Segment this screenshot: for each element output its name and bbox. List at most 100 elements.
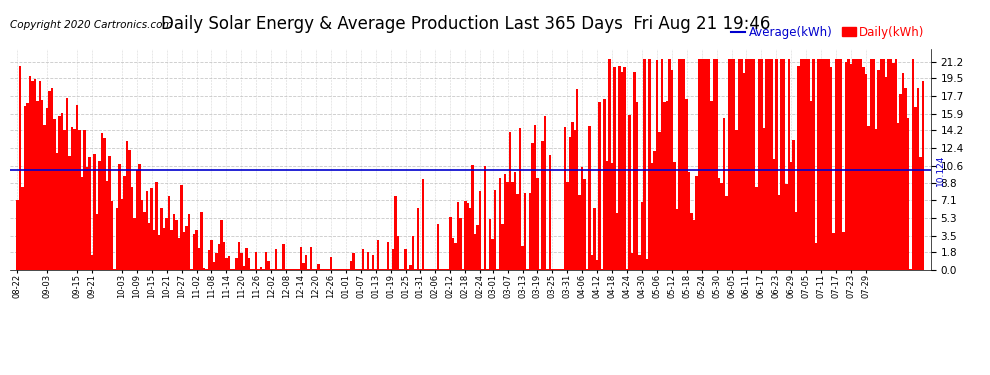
Text: Copyright 2020 Cartronics.com: Copyright 2020 Cartronics.com (10, 20, 172, 30)
Bar (394, 196, 397, 270)
Bar (26, 103, 29, 270)
Bar (50, 88, 53, 270)
Bar (106, 181, 108, 270)
Bar (248, 258, 250, 270)
Bar (859, 58, 862, 270)
Bar (101, 133, 103, 270)
Bar (506, 182, 509, 270)
Bar (412, 237, 414, 270)
Bar (514, 172, 517, 270)
Bar (96, 214, 98, 270)
Bar (757, 58, 760, 270)
Bar (34, 79, 36, 270)
Bar (327, 268, 330, 270)
Bar (905, 88, 907, 270)
Bar (165, 217, 168, 270)
Bar (427, 268, 430, 270)
Bar (665, 101, 668, 270)
Bar (442, 268, 445, 270)
Bar (556, 268, 558, 270)
Bar (76, 105, 78, 270)
Bar (121, 200, 123, 270)
Bar (377, 240, 379, 270)
Bar (49, 91, 50, 270)
Bar (568, 137, 571, 270)
Bar (823, 58, 825, 270)
Bar (317, 264, 320, 270)
Bar (670, 70, 673, 270)
Bar (404, 249, 407, 270)
Bar (108, 156, 111, 270)
Bar (591, 255, 593, 270)
Bar (272, 268, 275, 270)
Bar (437, 224, 440, 270)
Bar (302, 262, 305, 270)
Bar (745, 58, 747, 270)
Bar (645, 258, 648, 270)
Bar (611, 163, 614, 270)
Bar (815, 243, 818, 270)
Bar (71, 127, 73, 270)
Bar (902, 73, 905, 270)
Bar (315, 268, 317, 270)
Bar (733, 58, 736, 270)
Bar (170, 230, 173, 270)
Bar (449, 217, 451, 270)
Bar (158, 235, 160, 270)
Bar (160, 208, 163, 270)
Bar (312, 268, 315, 270)
Bar (787, 58, 790, 270)
Bar (146, 191, 148, 270)
Bar (31, 81, 34, 270)
Bar (39, 81, 41, 270)
Bar (755, 187, 757, 270)
Bar (489, 219, 491, 270)
Bar (193, 234, 195, 270)
Bar (544, 116, 546, 270)
Bar (213, 262, 215, 270)
Bar (66, 98, 68, 270)
Bar (143, 211, 146, 270)
Bar (63, 130, 66, 270)
Bar (566, 182, 568, 270)
Bar (690, 213, 693, 270)
Bar (93, 154, 96, 270)
Bar (820, 58, 823, 270)
Bar (499, 178, 501, 270)
Bar (695, 176, 698, 270)
Bar (650, 163, 653, 270)
Bar (509, 132, 511, 270)
Bar (86, 167, 88, 270)
Bar (307, 268, 310, 270)
Bar (16, 200, 19, 270)
Bar (200, 212, 203, 270)
Bar (703, 58, 706, 270)
Bar (123, 176, 126, 270)
Bar (173, 214, 175, 270)
Bar (573, 129, 576, 270)
Bar (527, 268, 529, 270)
Bar (767, 58, 770, 270)
Bar (614, 67, 616, 270)
Bar (58, 116, 61, 270)
Bar (260, 267, 262, 270)
Bar (721, 183, 723, 270)
Bar (634, 72, 636, 270)
Bar (828, 58, 830, 270)
Bar (491, 239, 494, 270)
Bar (808, 58, 810, 270)
Bar (367, 252, 369, 270)
Bar (915, 107, 917, 270)
Bar (461, 268, 464, 270)
Bar (419, 268, 422, 270)
Bar (857, 58, 859, 270)
Bar (854, 58, 857, 270)
Bar (626, 268, 629, 270)
Bar (203, 268, 205, 270)
Bar (772, 159, 775, 270)
Bar (847, 58, 849, 270)
Bar (359, 268, 362, 270)
Bar (825, 58, 828, 270)
Bar (849, 64, 852, 270)
Bar (474, 234, 476, 270)
